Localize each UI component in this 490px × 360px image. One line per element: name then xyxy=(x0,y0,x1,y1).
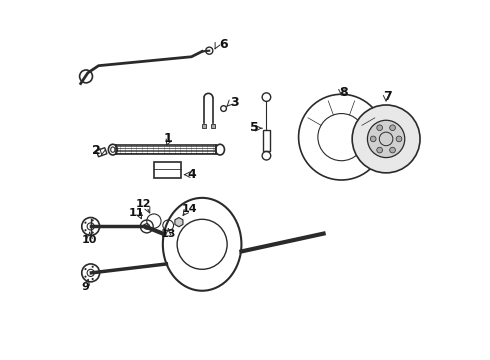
Circle shape xyxy=(92,278,94,280)
Circle shape xyxy=(96,272,98,274)
Text: 10: 10 xyxy=(82,235,98,245)
Text: 11: 11 xyxy=(128,208,144,218)
Circle shape xyxy=(352,105,420,173)
Text: 4: 4 xyxy=(187,168,196,181)
Circle shape xyxy=(368,120,405,158)
Text: 5: 5 xyxy=(249,121,258,134)
Circle shape xyxy=(92,266,94,268)
Circle shape xyxy=(377,125,383,131)
Circle shape xyxy=(92,219,94,221)
Circle shape xyxy=(377,147,383,153)
Bar xyxy=(154,162,181,178)
Text: 7: 7 xyxy=(384,90,392,103)
Circle shape xyxy=(84,268,87,270)
Text: 9: 9 xyxy=(81,282,89,292)
Bar xyxy=(97,148,107,157)
Text: 3: 3 xyxy=(230,96,239,109)
Circle shape xyxy=(92,231,94,234)
Bar xyxy=(263,130,270,152)
Bar xyxy=(202,124,206,128)
Text: 2: 2 xyxy=(93,144,101,157)
Circle shape xyxy=(370,136,376,142)
Bar xyxy=(211,124,215,128)
Text: 1: 1 xyxy=(164,132,172,145)
Circle shape xyxy=(96,225,98,228)
Circle shape xyxy=(84,222,87,224)
Circle shape xyxy=(84,229,87,231)
Text: 6: 6 xyxy=(219,39,228,51)
Circle shape xyxy=(390,147,395,153)
Circle shape xyxy=(390,125,395,131)
Text: 13: 13 xyxy=(161,229,176,239)
Text: 12: 12 xyxy=(135,199,151,209)
Circle shape xyxy=(396,136,402,142)
Text: 8: 8 xyxy=(339,86,347,99)
Text: 14: 14 xyxy=(182,204,197,214)
Circle shape xyxy=(84,276,87,278)
